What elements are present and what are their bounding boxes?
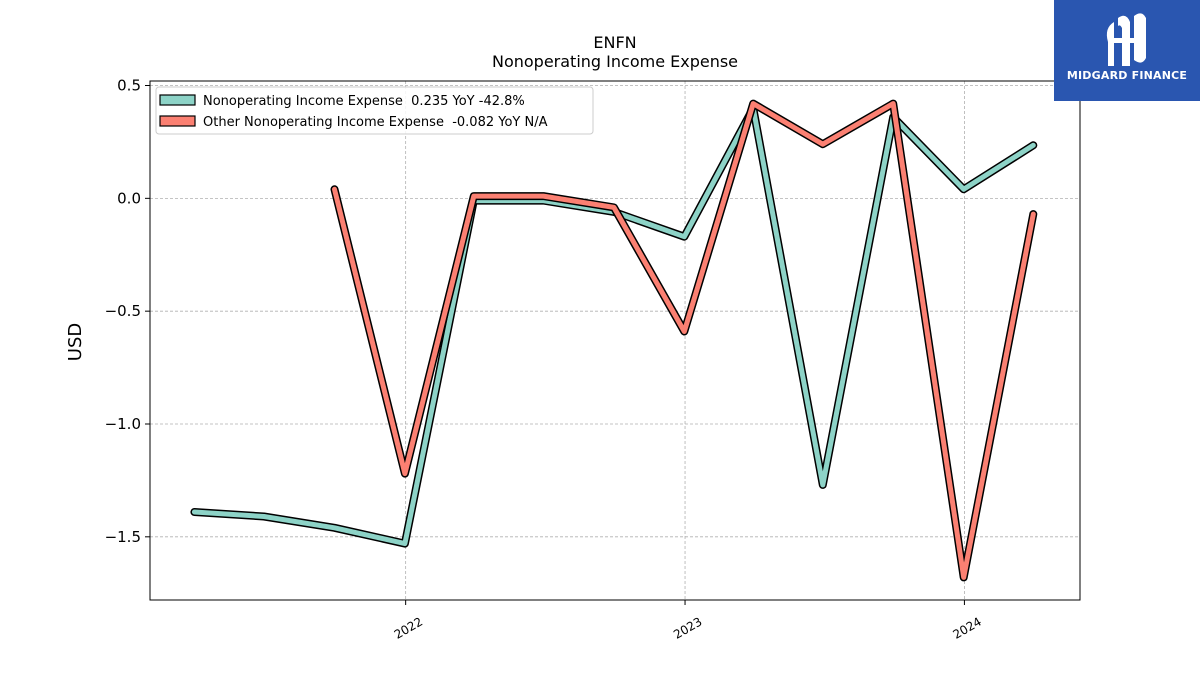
y-tick-label: −1.5 (105, 528, 141, 546)
y-tick-label: −0.5 (105, 302, 141, 320)
legend-swatch-1 (159, 94, 196, 106)
y-axis-label: USD (65, 323, 86, 361)
chart-title: ENFN (593, 33, 636, 52)
axes: 0.5 0.0 −0.5 −1.0 −1.5 2022 2023 2024 (105, 77, 984, 642)
y-tick-label: −1.0 (105, 415, 141, 433)
legend: Nonoperating Income Expense 0.235 YoY -4… (155, 86, 594, 135)
midgard-logo-icon (1106, 13, 1146, 66)
plot-frame (149, 80, 1081, 601)
legend-label-2: Other Nonoperating Income Expense -0.082… (203, 115, 548, 130)
legend-box (155, 86, 594, 135)
series-2-line (332, 101, 1036, 580)
x-tick-label: 2022 (392, 614, 425, 641)
x-tick-label: 2024 (950, 614, 983, 641)
grid (150, 81, 1080, 600)
brand-logo: MIDGARD FINANCE (1054, 0, 1200, 101)
series-layer (190, 99, 1038, 582)
x-tick-label: 2023 (671, 614, 704, 641)
y-tick-label: 0.5 (117, 77, 141, 95)
logo-text: MIDGARD FINANCE (1066, 69, 1188, 82)
y-tick-label: 0.0 (117, 189, 141, 207)
chart-subtitle: Nonoperating Income Expense (492, 52, 738, 71)
legend-swatch-2 (159, 115, 196, 127)
legend-label-1: Nonoperating Income Expense 0.235 YoY -4… (203, 94, 525, 109)
